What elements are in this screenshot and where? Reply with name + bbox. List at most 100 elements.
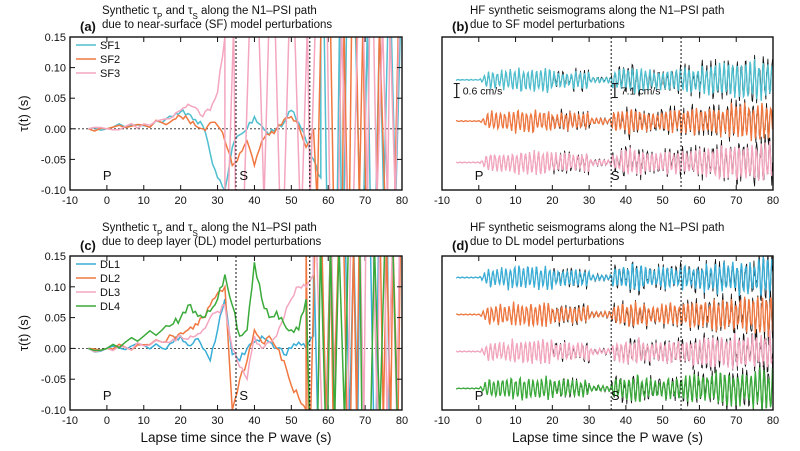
x-tick-label: 70: [730, 195, 742, 207]
phase-label-p: P: [103, 168, 112, 183]
x-tick-label: 30: [211, 415, 223, 427]
x-tick-label: -10: [434, 415, 450, 427]
x-tick-label: 60: [322, 415, 334, 427]
x-tick-label: 50: [657, 415, 669, 427]
y-axis-label: τ(t) (s): [16, 95, 31, 131]
x-tick-label: -10: [62, 415, 78, 427]
x-tick-label: -10: [434, 195, 450, 207]
panel-title-c: Synthetic τP and τS along the N1–PSI pat…: [102, 222, 317, 238]
x-tick-label: 70: [730, 415, 742, 427]
seismogram-trace-3: [456, 329, 773, 370]
legend-label-sf3: SF3: [100, 68, 120, 80]
panel-subtitle-c: due to deep layer (DL) model perturbatio…: [102, 236, 322, 248]
plot-area-a: [70, 37, 402, 190]
plot-frame: [441, 36, 774, 191]
x-tick-label: 80: [767, 195, 779, 207]
legend-label-dl3: DL3: [100, 287, 120, 299]
series-line-dl4: [88, 256, 398, 410]
x-tick-label: 10: [138, 415, 150, 427]
x-tick-label: 0: [104, 415, 110, 427]
x-tick-label: 20: [546, 415, 558, 427]
x-tick-label: 30: [583, 195, 595, 207]
plot-area-d: [456, 256, 773, 410]
seismogram-trace-2: [456, 296, 773, 338]
phase-label-p: P: [475, 168, 484, 183]
y-tick-label: -0.05: [41, 154, 66, 166]
legend-label-dl1: DL1: [100, 259, 120, 271]
seismogram-trace-3: [456, 141, 773, 181]
x-tick-label: 70: [359, 415, 371, 427]
x-tick-label: 20: [175, 195, 187, 207]
x-tick-label: 60: [693, 415, 705, 427]
panel-subtitle-b: due to SF model perturbations: [470, 19, 625, 31]
panel-title-b: HF synthetic seismograms along the N1–PS…: [470, 5, 724, 17]
scale-bar-label: 0.6 cm/s: [463, 86, 503, 98]
panel-subtitle-d: due to DL model perturbations: [470, 236, 625, 248]
seismogram-trace-2: [456, 102, 773, 142]
phase-label-p: P: [475, 388, 484, 403]
panel-c: Synthetic τP and τS along the N1–PSI pat…: [16, 222, 408, 445]
y-tick-label: 0.15: [45, 251, 66, 263]
legend-label-sf2: SF2: [100, 54, 120, 66]
y-tick-label: 0.00: [45, 124, 66, 136]
y-tick-label: 0.00: [45, 343, 66, 355]
series-line-dl3: [88, 256, 401, 410]
x-tick-label: 80: [767, 415, 779, 427]
panel-label-c: (c): [80, 238, 96, 253]
panel-d: HF synthetic seismograms along the N1–PS…: [434, 222, 779, 445]
x-tick-label: 30: [583, 415, 595, 427]
x-tick-label: 60: [322, 195, 334, 207]
y-tick-label: 0.05: [45, 93, 66, 105]
x-axis-label: Lapse time since the P wave (s): [140, 430, 331, 445]
panel-label-d: (d): [452, 238, 469, 253]
plot-frame: [69, 255, 403, 411]
y-tick-label: -0.10: [41, 185, 66, 197]
x-tick-label: 80: [396, 195, 408, 207]
panel-title-d: HF synthetic seismograms along the N1–PS…: [470, 222, 724, 234]
x-tick-label: 50: [285, 415, 297, 427]
y-axis-label: τ(t) (s): [16, 315, 31, 351]
seismogram-trace-1: [456, 58, 773, 101]
x-tick-label: 40: [248, 195, 260, 207]
series-line-sf3: [88, 37, 400, 190]
plot-area-c: [70, 256, 402, 410]
x-tick-label: 10: [509, 195, 521, 207]
x-tick-label: 10: [509, 415, 521, 427]
y-tick-label: 0.10: [45, 63, 66, 75]
panel-label-b: (b): [452, 19, 469, 34]
scale-bar-label: 7.1 cm/s: [621, 86, 661, 98]
panel-title-a: Synthetic τP and τS along the N1–PSI pat…: [102, 5, 317, 21]
x-tick-label: 0: [104, 195, 110, 207]
phase-label-s: S: [239, 388, 248, 403]
x-tick-label: 10: [138, 195, 150, 207]
plot-frame: [441, 255, 774, 411]
x-tick-label: 40: [620, 195, 632, 207]
y-tick-label: 0.05: [45, 313, 66, 325]
phase-label-s: S: [611, 168, 620, 183]
plot-frame: [69, 36, 403, 191]
x-tick-label: 0: [476, 415, 482, 427]
panel-b: HF synthetic seismograms along the N1–PS…: [434, 5, 779, 207]
x-tick-label: 0: [476, 195, 482, 207]
seismogram-trace-4: [456, 367, 773, 410]
x-tick-label: 50: [657, 195, 669, 207]
plot-area-b: [456, 54, 773, 187]
x-tick-label: 40: [248, 415, 260, 427]
y-tick-label: 0.15: [45, 32, 66, 44]
y-tick-label: -0.10: [41, 405, 66, 417]
panel-subtitle-a: due to near-surface (SF) model perturbat…: [102, 19, 332, 31]
x-tick-label: 40: [620, 415, 632, 427]
series-line-sf2: [88, 37, 399, 190]
series-line-dl2: [88, 256, 401, 410]
legend-label-sf1: SF1: [100, 40, 120, 52]
phase-label-s: S: [239, 168, 248, 183]
phase-label-p: P: [103, 388, 112, 403]
x-tick-label: 20: [546, 195, 558, 207]
legend-label-dl4: DL4: [100, 301, 120, 313]
legend-label-dl2: DL2: [100, 273, 120, 285]
x-axis-label: Lapse time since the P wave (s): [512, 430, 703, 445]
x-tick-label: 30: [211, 195, 223, 207]
series-line-sf1: [88, 37, 401, 190]
x-tick-label: 50: [285, 195, 297, 207]
